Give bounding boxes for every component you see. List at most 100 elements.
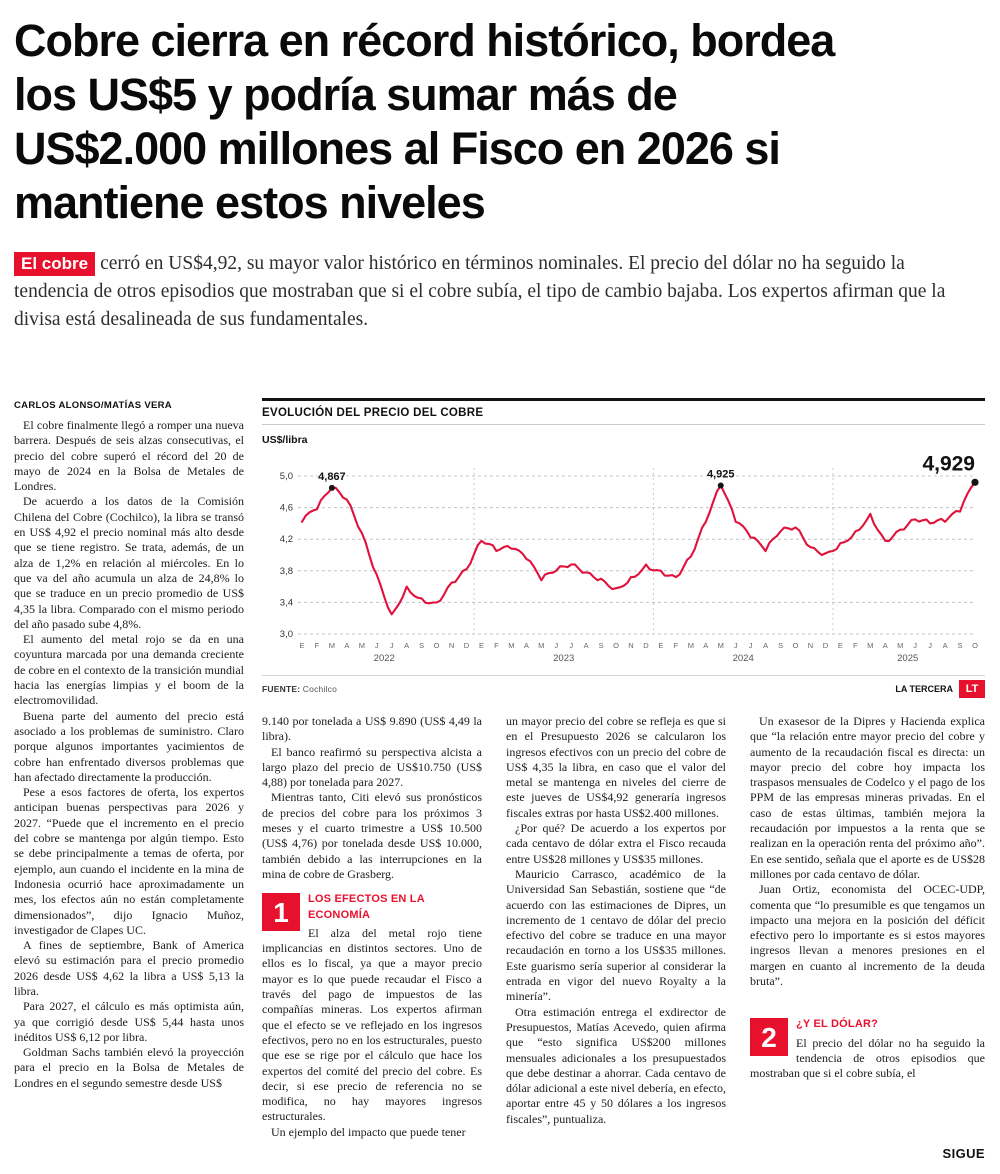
lede-kicker: El cobre (14, 252, 96, 276)
svg-text:J: J (375, 641, 379, 650)
chart-credit-name: LA TERCERA (895, 684, 953, 694)
svg-text:O: O (613, 641, 619, 650)
column-4: Un exasesor de la Dipres y Hacienda expl… (750, 714, 985, 1166)
svg-text:D: D (464, 641, 470, 650)
svg-text:A: A (883, 641, 888, 650)
svg-text:4,925: 4,925 (707, 468, 735, 480)
svg-text:S: S (419, 641, 424, 650)
svg-text:4,2: 4,2 (280, 534, 293, 545)
article-paragraph: Un ejemplo del impacto que puede tener (271, 1124, 466, 1139)
svg-text:J: J (928, 641, 932, 650)
svg-text:D: D (823, 641, 829, 650)
chart-source-label: FUENTE: (262, 684, 301, 694)
svg-text:4,867: 4,867 (318, 471, 346, 483)
svg-text:M: M (688, 641, 694, 650)
byline: CARLOS ALONSO/MATÍAS VERA (14, 400, 172, 411)
lede-text: cerró en US$4,92, su mayor valor históri… (14, 253, 946, 330)
svg-text:N: N (808, 641, 813, 650)
section-number-1: 1 (262, 893, 300, 932)
article-paragraph: Juan Ortiz, economista del OCEC-UDP, com… (750, 882, 985, 989)
article-paragraph: El alza del metal rojo tiene implicancia… (262, 925, 482, 1124)
article-paragraph: Otra estimación entrega el exdirector de… (506, 1004, 726, 1126)
svg-text:M: M (359, 641, 365, 650)
chart-footer: FUENTE: Cochilco LA TERCERA LT (262, 675, 985, 698)
headline-line: Cobre cierra en récord histórico, bordea (14, 15, 835, 66)
lede: El cobre cerró en US$4,92, su mayor valor… (14, 250, 969, 334)
svg-text:O: O (793, 641, 799, 650)
svg-text:2024: 2024 (733, 653, 754, 664)
svg-text:S: S (599, 641, 604, 650)
svg-text:F: F (674, 641, 679, 650)
svg-text:E: E (658, 641, 663, 650)
svg-text:M: M (897, 641, 903, 650)
copper-price-chart: 5,0 4,6 4,2 3,8 3,4 3,0 2022 2023 2024 2025 E F M A M J… (262, 448, 985, 673)
article-paragraph: El precio del dólar no ha seguido la ten… (750, 1035, 985, 1081)
svg-text:A: A (524, 641, 529, 650)
chart-block: EVOLUCIÓN DEL PRECIO DEL COBRE US$/libra… (262, 398, 985, 698)
article-paragraph: Para 2027, el cálculo es más optimista a… (14, 999, 244, 1044)
svg-text:A: A (404, 641, 409, 650)
article-paragraph: Pese a esos factores de oferta, los expe… (14, 785, 244, 937)
svg-text:J: J (913, 641, 917, 650)
article-paragraph: ¿Por qué? De acuerdo a los expertos por … (506, 821, 726, 866)
headline-line: mantiene estos niveles (14, 177, 486, 228)
svg-text:N: N (449, 641, 454, 650)
article-paragraph: De acuerdo a los datos de la Comisión Ch… (14, 494, 244, 631)
svg-text:F: F (494, 641, 499, 650)
article-paragraph: Goldman Sachs también elevó la proyecció… (14, 1045, 244, 1090)
svg-text:F: F (853, 641, 858, 650)
article-paragraph: El cobre finalmente llegó a romper una n… (14, 418, 244, 494)
chart-unit-label: US$/libra (262, 434, 308, 446)
svg-text:J: J (554, 641, 558, 650)
svg-text:2023: 2023 (553, 653, 574, 664)
section-title-1: LOS EFECTOS EN LA ECONOMÍA (308, 893, 425, 921)
svg-text:4,929: 4,929 (922, 452, 975, 475)
article-paragraph: 9.140 por tonelada a US$ 9.890 (US$ 4,49… (262, 714, 482, 744)
article-paragraph: El aumento del metal rojo se da en una c… (14, 632, 244, 708)
section-dolar: 2 ¿Y EL DÓLAR? El precio del dólar no ha… (750, 1015, 985, 1081)
svg-text:E: E (479, 641, 484, 650)
svg-text:J: J (749, 641, 753, 650)
headline-line: los US$5 y podría sumar más de (14, 69, 678, 120)
column-2: 9.140 por tonelada a US$ 9.890 (US$ 4,49… (262, 714, 482, 1166)
svg-text:F: F (315, 641, 320, 650)
svg-text:3,4: 3,4 (280, 597, 293, 608)
article-paragraph: un mayor precio del cobre se refleja es … (506, 714, 726, 820)
svg-text:J: J (569, 641, 573, 650)
article-paragraph: A fines de septiembre, Bank of America e… (14, 938, 244, 998)
svg-text:2025: 2025 (897, 653, 918, 664)
chart-credit: LA TERCERA LT (895, 680, 985, 698)
svg-text:A: A (584, 641, 589, 650)
svg-text:E: E (838, 641, 843, 650)
svg-text:J: J (390, 641, 394, 650)
svg-text:5,0: 5,0 (280, 471, 293, 482)
svg-text:S: S (958, 641, 963, 650)
svg-text:A: A (763, 641, 768, 650)
svg-text:D: D (643, 641, 649, 650)
svg-text:4,6: 4,6 (280, 503, 293, 514)
svg-text:M: M (508, 641, 514, 650)
chart-source: FUENTE: Cochilco (262, 684, 337, 694)
svg-text:N: N (628, 641, 633, 650)
section-title-2: ¿Y EL DÓLAR? (796, 1018, 879, 1031)
headline-line: US$2.000 millones al Fisco en 2026 si (14, 123, 781, 174)
chart-source-name: Cochilco (302, 684, 337, 694)
svg-text:3,8: 3,8 (280, 566, 293, 577)
chart-title: EVOLUCIÓN DEL PRECIO DEL COBRE (262, 401, 985, 425)
headline: Cobre cierra en récord histórico, bordea… (14, 14, 986, 230)
section-number-2: 2 (750, 1018, 788, 1057)
article-paragraph: Un exasesor de la Dipres y Hacienda expl… (750, 714, 985, 881)
continues-marker: SIGUE (942, 1146, 985, 1161)
article-paragraph: El banco reafirmó su perspectiva alcista… (262, 744, 482, 790)
svg-text:J: J (734, 641, 738, 650)
svg-text:A: A (703, 641, 708, 650)
article-paragraph: Mauricio Carrasco, académico de la Unive… (506, 866, 726, 1004)
lt-logo: LT (959, 680, 985, 698)
article-paragraph: Mientras tanto, Citi elevó sus pronóstic… (262, 790, 482, 881)
svg-text:E: E (299, 641, 304, 650)
article-paragraph: Buena parte del aumento del precio está … (14, 708, 244, 784)
column-1: El cobre finalmente llegó a romper una n… (14, 418, 244, 1166)
section-efectos-economia: 1 LOS EFECTOS EN LA ECONOMÍA El alza del… (262, 890, 482, 1140)
